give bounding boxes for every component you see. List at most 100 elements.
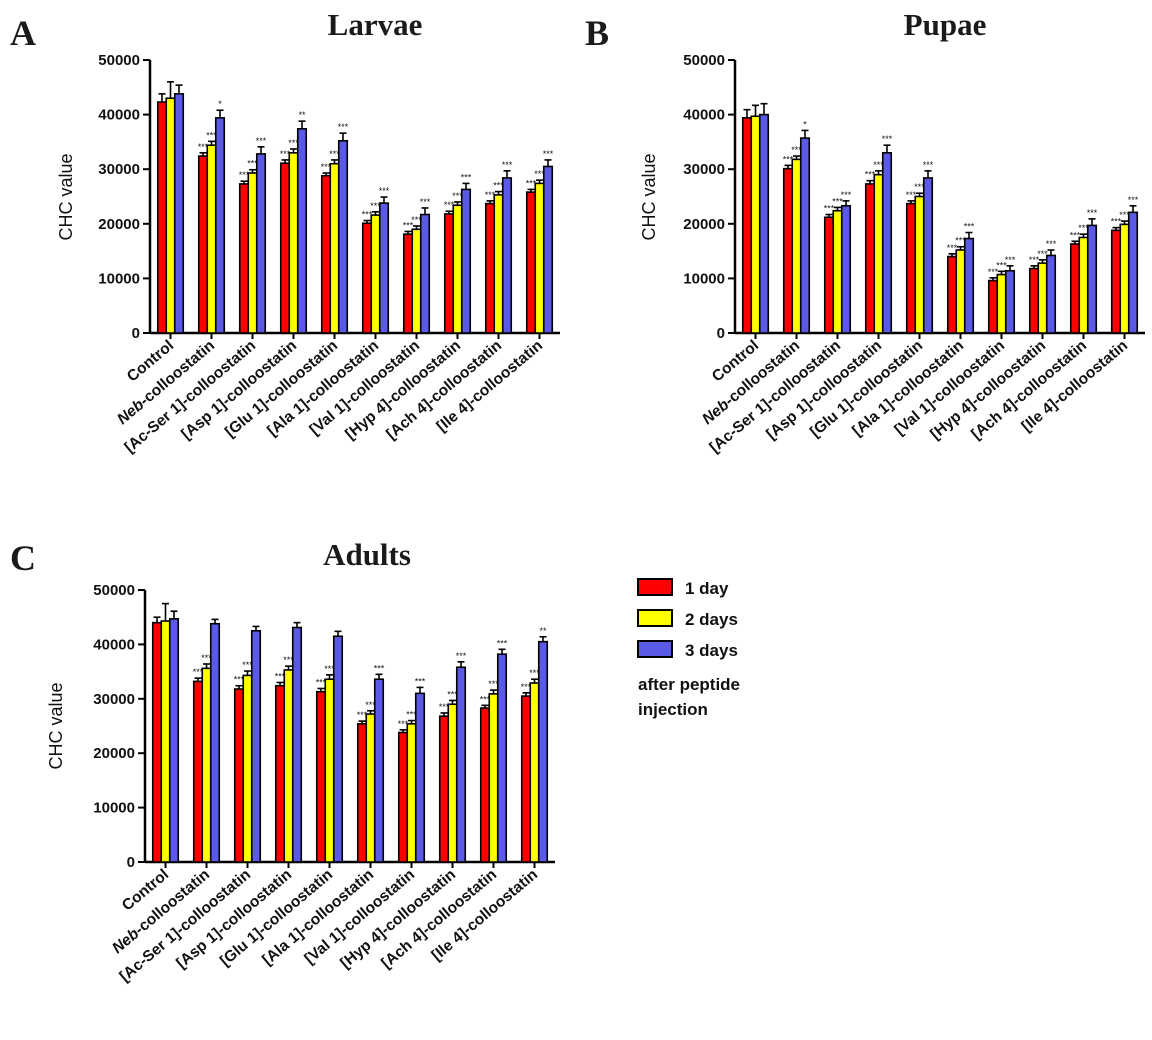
significance-label: *** bbox=[947, 243, 958, 253]
bar-2-days bbox=[411, 228, 422, 334]
bar-3-days bbox=[255, 153, 267, 334]
bar-2-days bbox=[324, 678, 335, 863]
significance-label: *** bbox=[324, 664, 335, 674]
significance-label: *** bbox=[914, 182, 925, 192]
significance-label: *** bbox=[906, 190, 917, 200]
significance-label: *** bbox=[923, 160, 934, 170]
y-tick-label: 0 bbox=[132, 325, 140, 342]
significance-label: *** bbox=[964, 222, 975, 232]
significance-label: *** bbox=[242, 660, 253, 670]
significance-label: *** bbox=[502, 160, 513, 170]
bar-2-days bbox=[488, 693, 499, 863]
y-axis-title-pupae: CHC value bbox=[639, 153, 659, 240]
significance-label: *** bbox=[480, 694, 491, 704]
panel-larvae: A Larvae CHC value 0 10000 20000 30000 40000… bbox=[10, 7, 560, 456]
significance-label: *** bbox=[497, 638, 508, 648]
significance-label: *** bbox=[543, 149, 554, 159]
significance-label: *** bbox=[832, 196, 843, 206]
plot-area-pupae: 01000020000300004000050000Control*******… bbox=[683, 52, 1145, 456]
legend-note-line-1: after peptide bbox=[638, 675, 740, 694]
y-tick-label: 20000 bbox=[98, 216, 140, 233]
significance-label: *** bbox=[1070, 230, 1081, 240]
legend-label-3-days: 3 days bbox=[685, 641, 738, 660]
bar-3-days bbox=[209, 622, 221, 863]
significance-label: *** bbox=[439, 702, 450, 712]
bar-3-days bbox=[455, 666, 467, 863]
bar-1-day bbox=[1069, 243, 1081, 334]
y-tick-label: 40000 bbox=[98, 107, 140, 124]
significance-label: *** bbox=[379, 186, 390, 196]
bar-2-days bbox=[750, 115, 761, 334]
legend-label-2-days: 2 days bbox=[685, 610, 738, 629]
y-tick-label: 30000 bbox=[98, 161, 140, 178]
significance-label: *** bbox=[234, 675, 245, 685]
bar-3-days bbox=[250, 629, 262, 863]
y-tick-label: 20000 bbox=[683, 216, 725, 233]
significance-label: *** bbox=[1037, 249, 1048, 259]
bar-3-days bbox=[922, 177, 934, 334]
significance-label: *** bbox=[493, 181, 504, 191]
bar-2-days bbox=[288, 152, 299, 334]
significance-label: *** bbox=[198, 142, 209, 152]
bar-1-day bbox=[361, 222, 373, 334]
significance-label: *** bbox=[275, 671, 286, 681]
bar-1-day bbox=[946, 255, 958, 334]
panel-letter-a: A bbox=[10, 13, 36, 53]
bar-1-day bbox=[438, 715, 450, 863]
significance-label: *** bbox=[256, 136, 267, 146]
bar-3-days bbox=[501, 177, 513, 334]
bar-2-days bbox=[160, 620, 171, 863]
significance-label: *** bbox=[283, 655, 294, 665]
y-tick-label: 50000 bbox=[683, 52, 725, 69]
significance-label: *** bbox=[357, 710, 368, 720]
significance-label: * bbox=[218, 99, 222, 109]
bar-2-days bbox=[1119, 223, 1130, 334]
bar-1-day bbox=[484, 202, 496, 334]
bar-2-days bbox=[165, 97, 176, 334]
significance-label: *** bbox=[1046, 239, 1057, 249]
y-tick-label: 10000 bbox=[683, 270, 725, 287]
bar-2-days bbox=[832, 209, 843, 334]
y-tick-label: 10000 bbox=[98, 270, 140, 287]
bar-1-day bbox=[782, 167, 794, 334]
bar-3-days bbox=[173, 93, 185, 334]
significance-label: *** bbox=[456, 651, 467, 661]
bar-2-days bbox=[247, 172, 258, 334]
bar-2-days bbox=[201, 667, 212, 863]
significance-label: *** bbox=[1119, 210, 1130, 220]
bar-3-days bbox=[840, 204, 852, 334]
significance-label: *** bbox=[791, 145, 802, 155]
y-tick-label: 0 bbox=[127, 854, 135, 871]
chart-title-larvae: Larvae bbox=[328, 7, 423, 42]
chart-title-pupae: Pupae bbox=[904, 7, 987, 42]
significance-label: *** bbox=[865, 170, 876, 180]
bar-1-day bbox=[356, 723, 368, 863]
legend-item-1-day: 1 day bbox=[637, 578, 729, 598]
significance-label: *** bbox=[1005, 255, 1016, 265]
significance-label: *** bbox=[996, 260, 1007, 270]
significance-label: *** bbox=[955, 236, 966, 246]
y-tick-label: 10000 bbox=[93, 800, 135, 817]
y-tick-label: 50000 bbox=[98, 52, 140, 69]
significance-label: *** bbox=[193, 667, 204, 677]
bar-3-days bbox=[963, 237, 975, 334]
y-tick-label: 30000 bbox=[93, 691, 135, 708]
bar-3-days bbox=[337, 140, 349, 334]
significance-label: *** bbox=[201, 653, 212, 663]
significance-label: *** bbox=[461, 172, 472, 182]
bar-1-day bbox=[525, 191, 537, 334]
bar-2-days bbox=[452, 204, 463, 334]
bar-3-days bbox=[881, 152, 893, 334]
legend-swatch-1-day bbox=[637, 578, 673, 596]
bar-2-days bbox=[996, 273, 1007, 334]
bar-2-days bbox=[283, 669, 294, 863]
significance-label: *** bbox=[824, 204, 835, 214]
bar-1-day bbox=[397, 731, 409, 863]
significance-label: *** bbox=[444, 200, 455, 210]
significance-label: *** bbox=[485, 190, 496, 200]
significance-label: *** bbox=[288, 138, 299, 148]
bar-1-day bbox=[1110, 229, 1122, 334]
bar-1-day bbox=[320, 174, 332, 334]
legend-swatch-3-days bbox=[637, 640, 673, 658]
bar-1-day bbox=[479, 707, 491, 863]
